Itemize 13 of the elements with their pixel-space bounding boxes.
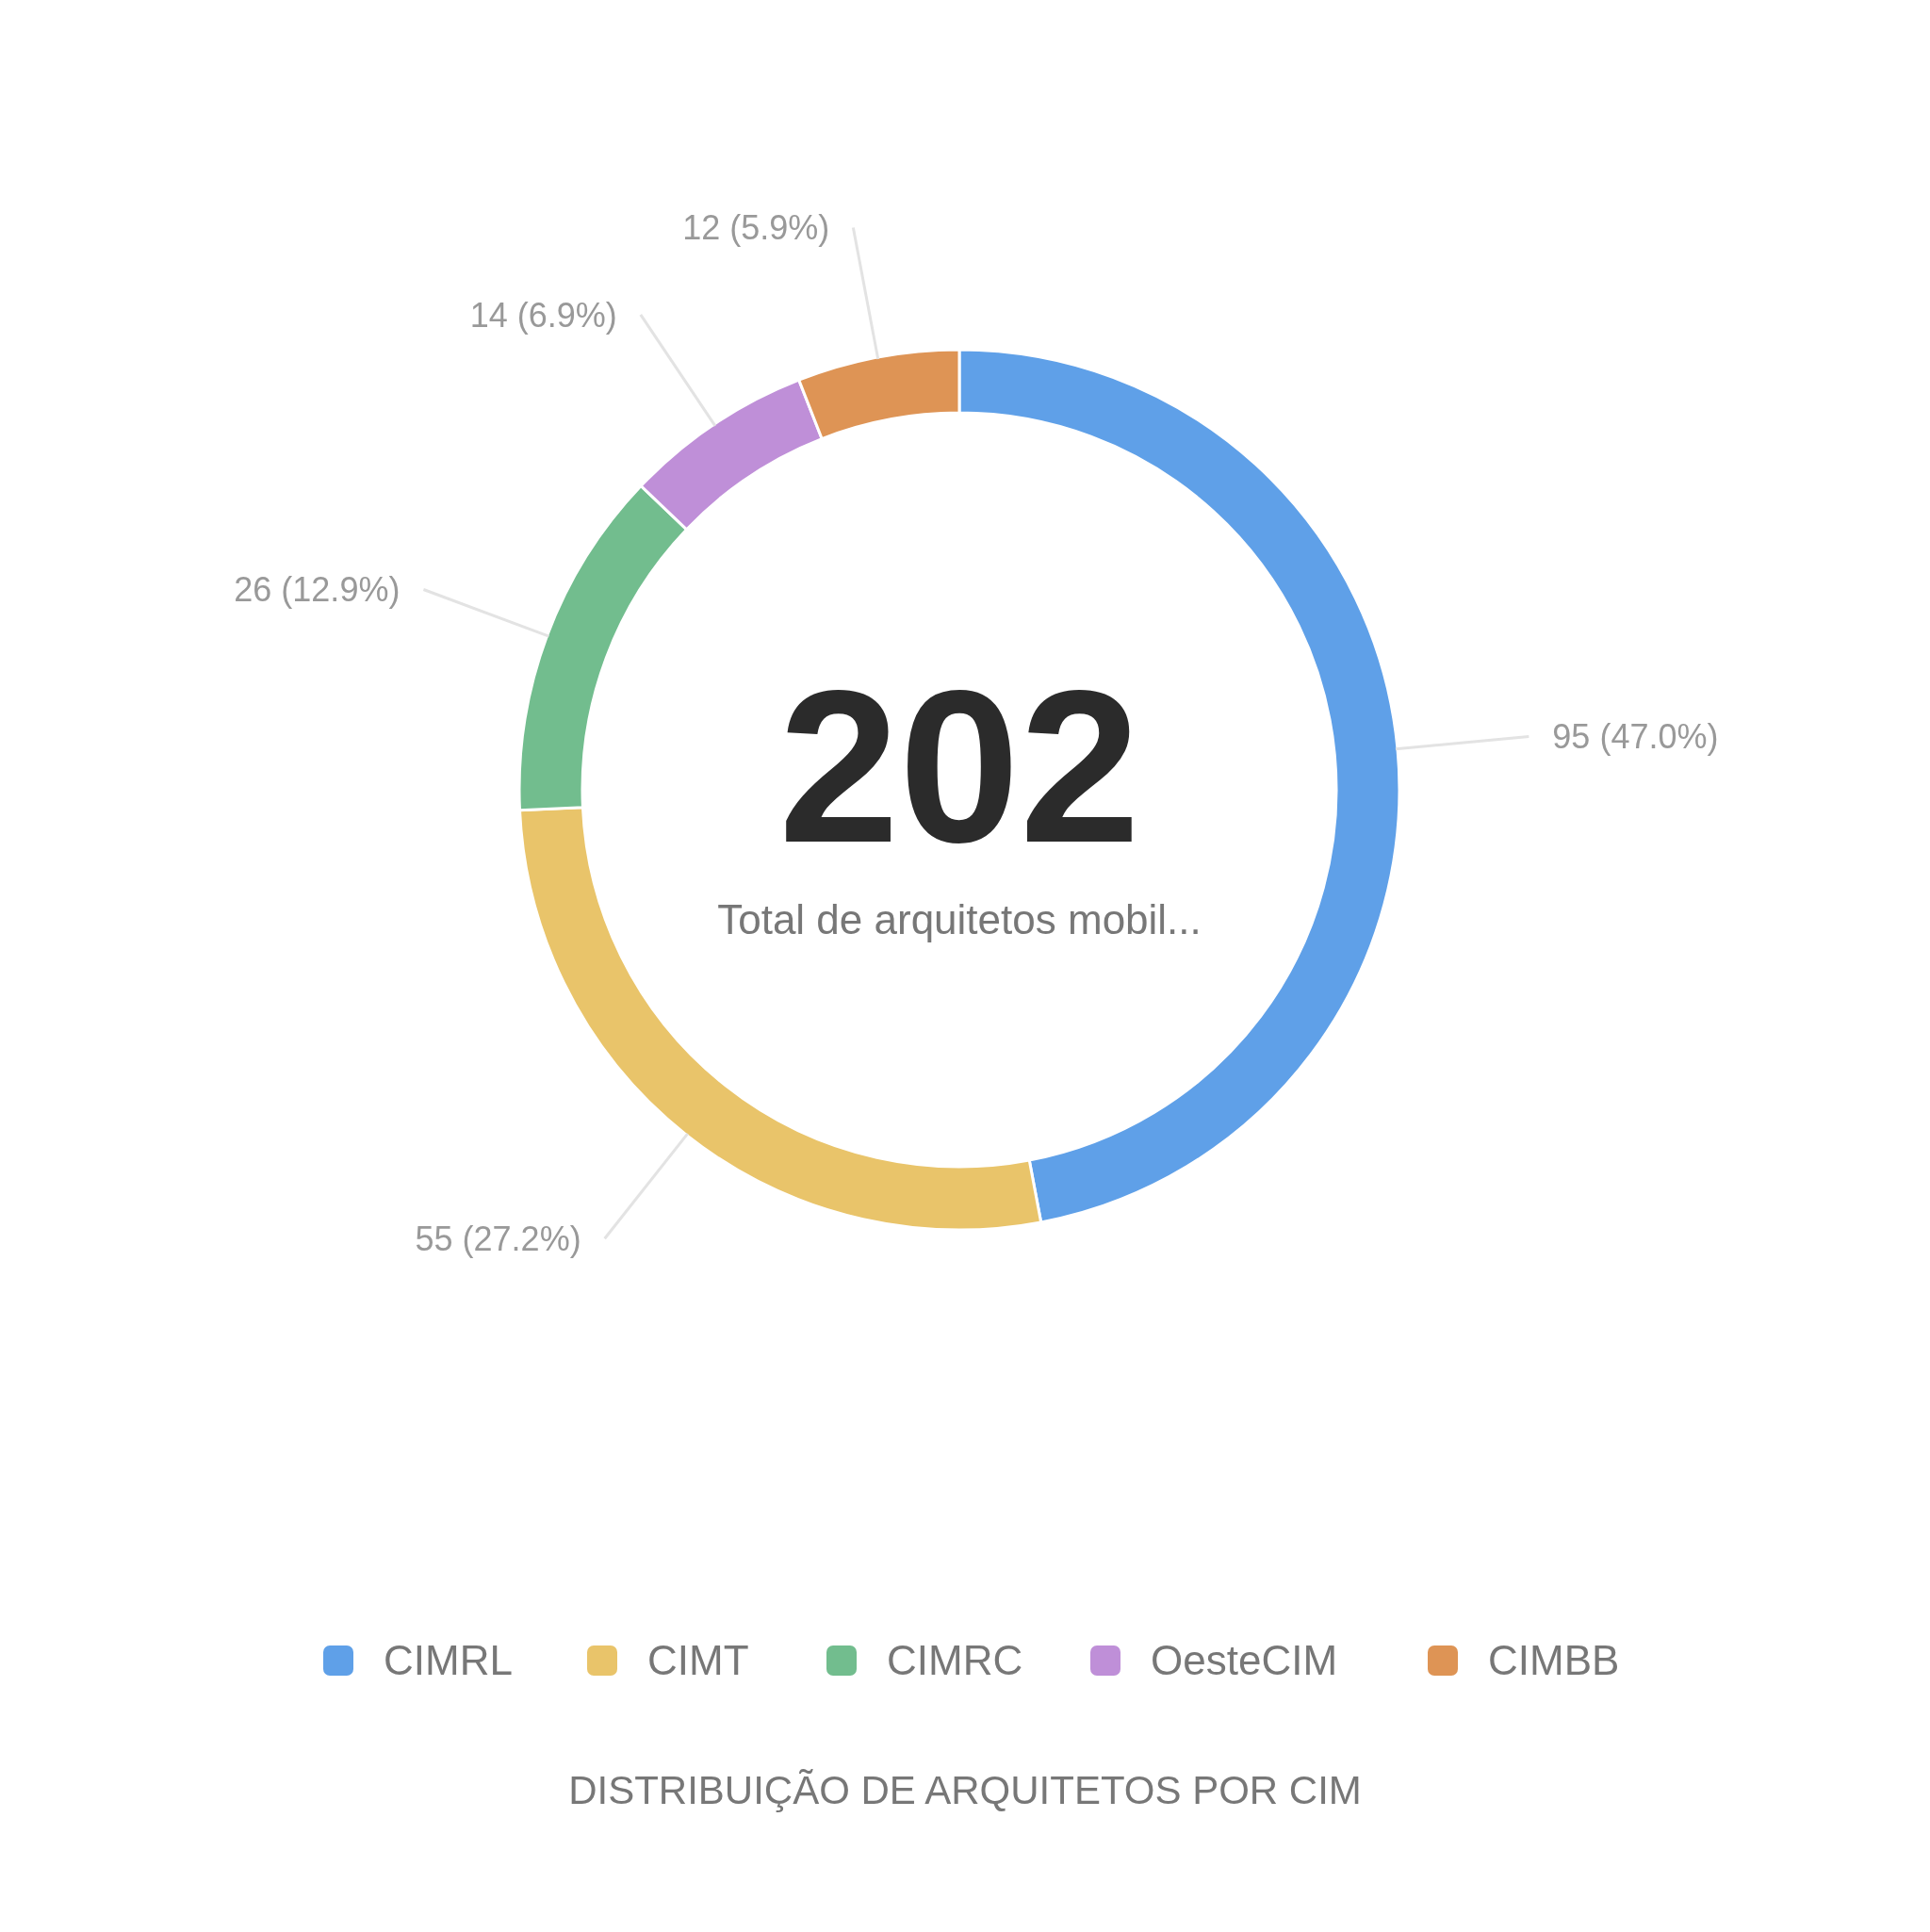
data-label: 95 (47.0%) bbox=[1552, 717, 1719, 757]
legend-label: OesteCIM bbox=[1151, 1637, 1338, 1684]
legend-label: CIMRC bbox=[887, 1637, 1023, 1684]
text: Total de arquitetos mobil... bbox=[717, 896, 1202, 942]
data-label: 55 (27.2%) bbox=[415, 1219, 581, 1258]
text: 202 bbox=[778, 646, 1140, 888]
text: DISTRIBUIÇÃO DE ARQUITETOS POR CIM bbox=[568, 1767, 1362, 1812]
legend-label: CIMT bbox=[647, 1637, 749, 1684]
legend-label: CIMBB bbox=[1488, 1637, 1620, 1684]
data-label: 12 (5.9%) bbox=[682, 208, 830, 248]
data-label: 14 (6.9%) bbox=[469, 295, 617, 335]
data-label: 26 (12.9%) bbox=[234, 570, 401, 610]
legend-label: CIMRL bbox=[384, 1637, 513, 1684]
